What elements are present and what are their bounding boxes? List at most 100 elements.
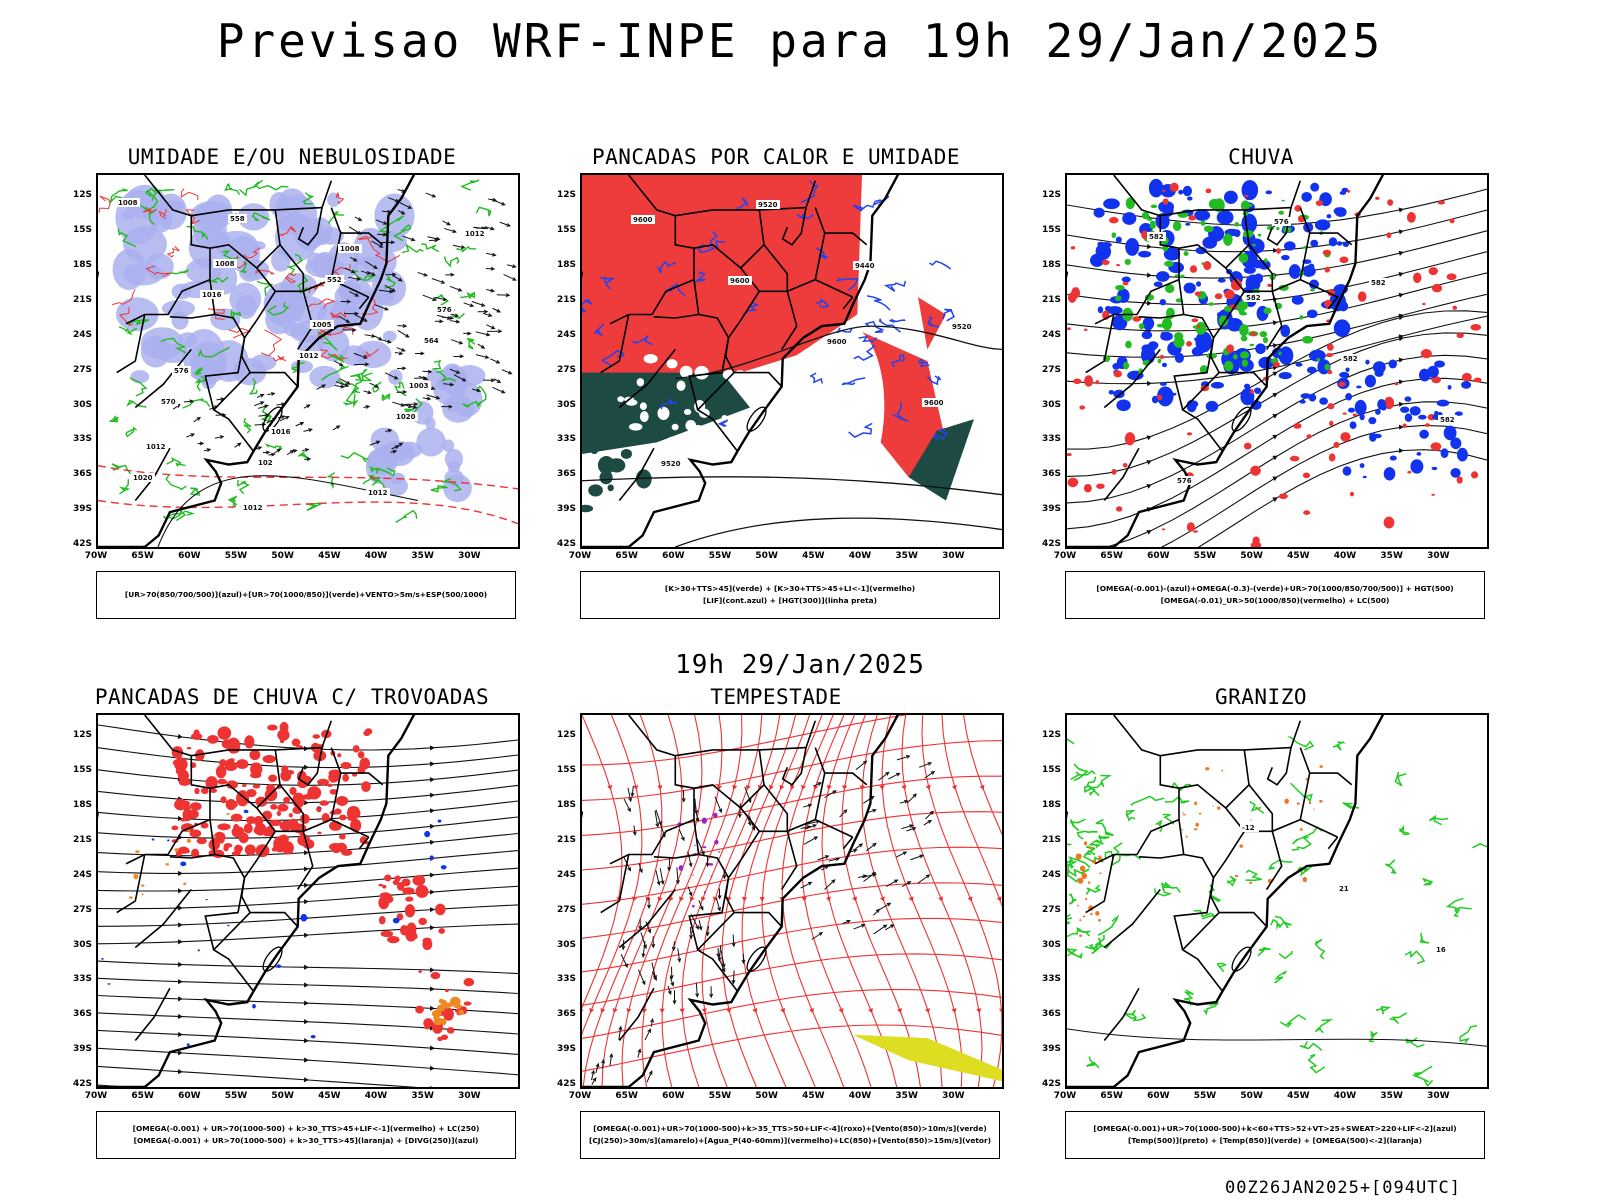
wind-vector-head [835,857,841,862]
lat-tick-label: 27S [1041,364,1061,375]
field-patch [418,917,427,926]
field-patch [267,724,278,731]
field-patch [354,340,392,369]
lat-tick-label: 30S [556,399,576,410]
wind-vector [633,825,636,835]
streamline-arrow [1272,476,1278,482]
field-patch [1308,263,1315,270]
field-patch [1186,522,1195,532]
contour-line [370,476,386,489]
field-patch [1322,249,1332,256]
wind-vector-head [491,325,496,330]
field-patch [270,804,278,810]
field-patch [180,861,187,867]
wind-vector-head [807,803,813,808]
lat-tick-label: 36S [1041,469,1061,480]
wind-vector [695,982,698,997]
field-patch [1174,274,1179,277]
field-patch [255,796,268,807]
contour-line [1368,1030,1378,1043]
field-patch [1067,327,1071,331]
wind-vector-head [384,306,389,311]
wind-vector [353,352,367,359]
field-patch [151,838,155,841]
contour-line [1067,843,1072,846]
field-patch [1364,374,1376,388]
wind-vector-head [412,405,418,410]
field-patch [1165,284,1175,294]
contour-line [889,318,906,323]
contour-line [111,289,136,306]
contour-line [378,467,396,477]
wind-vector [651,962,657,979]
field-patch [1431,376,1442,384]
wind-vector [901,824,913,830]
border-line [1094,818,1180,865]
field-patch [1125,237,1140,256]
wind-vector-head [434,238,439,243]
coastline [582,175,900,547]
field-patch [1111,232,1117,239]
wind-vector-head [345,319,351,324]
field-patch [703,891,706,894]
wind-vector [375,219,387,225]
wind-vector [853,924,865,930]
wind-vector-head [280,415,286,419]
field-patch [1077,904,1080,907]
wind-vector [354,216,362,221]
field-patch [444,1002,454,1008]
field-patch [1386,232,1392,239]
field-patch [268,819,282,827]
field-patch [423,1018,434,1029]
wind-vector [214,435,224,439]
field-patch [282,841,294,855]
field-patch [1336,241,1343,246]
streamline-arrow [924,1008,930,1014]
field-patch [1456,447,1468,462]
field-patch [319,800,329,806]
field-patch [1345,393,1353,401]
contour-label: -12 [1242,824,1255,832]
field-patch [1093,207,1105,218]
contour-line [1404,950,1426,965]
wind-vector [473,226,488,230]
field-patch [1383,467,1396,481]
streamline [582,715,623,1009]
border-line [256,749,281,809]
streamline-arrow [938,896,943,902]
contour-line [1203,1002,1220,1016]
wind-vector [590,1070,595,1081]
wind-vector [923,820,932,826]
contour-line [892,402,909,423]
panel-title: TEMPESTADE [710,685,842,709]
wind-vector-head [452,229,457,234]
field-patch [1387,199,1394,206]
streamline-arrow [780,1008,786,1014]
border-line [1219,911,1268,928]
wind-vector [638,862,643,873]
field-patch [205,776,218,790]
wind-vector-head [651,943,656,949]
wind-vector [689,926,692,939]
wind-vector-head [747,821,752,827]
lat-tick-label: 15S [556,765,576,776]
thickness-line [98,464,518,490]
field-patch [1192,325,1198,329]
wind-vector-head [647,1028,651,1033]
field-patch [283,322,309,337]
wind-vector-head [353,257,358,262]
wind-vector [463,302,474,307]
field-patch [329,788,338,795]
streamline-arrow [701,1008,707,1014]
field-patch [347,806,360,817]
contour-label-bg [116,198,140,207]
field-patch [215,765,227,779]
wind-vector [627,787,632,802]
wind-vector-head [446,221,451,226]
streamline-arrow [925,784,931,791]
lon-tick-label: 35W [895,551,918,561]
field-patch [1293,423,1302,429]
wind-vector-head [628,797,633,803]
wind-vector-head [265,450,271,455]
contour-line [884,280,907,292]
